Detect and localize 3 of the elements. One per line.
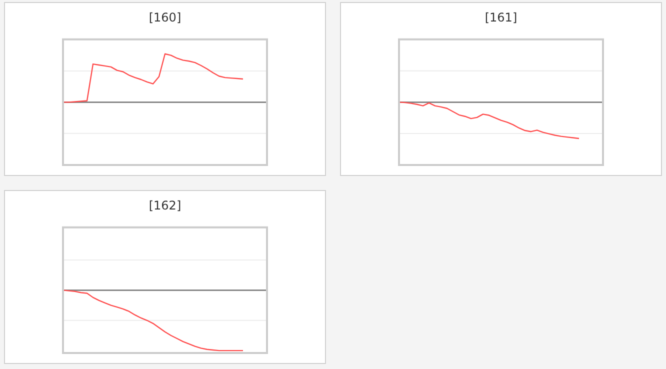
chart-title: [160] [148,10,182,24]
chart-title: [162] [148,198,182,212]
chart-title: [161] [484,10,518,24]
